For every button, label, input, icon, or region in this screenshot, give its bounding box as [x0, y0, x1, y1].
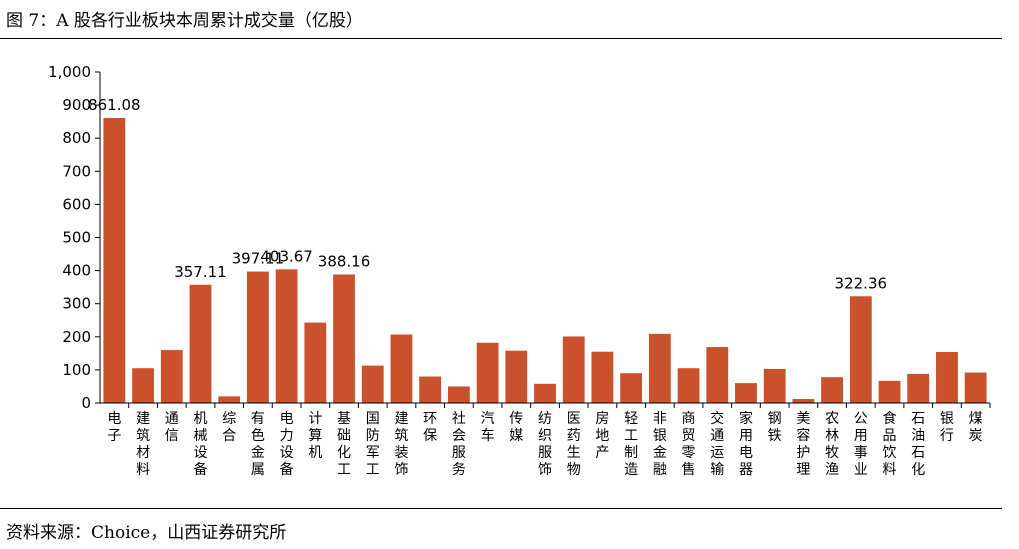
y-axis: 0 100 200 300 400 500 600 700 800 900 1,000 [48, 63, 101, 412]
bar [447, 386, 470, 403]
bar [735, 383, 757, 403]
bar [677, 368, 700, 403]
bar [936, 352, 958, 403]
x-tick-label: 家用电器 [739, 410, 753, 478]
bar [562, 336, 585, 403]
y-tick-label: 700 [62, 162, 91, 180]
x-tick-label: 商贸零售 [682, 411, 696, 478]
x-tick-label: 综合 [222, 411, 236, 444]
figure-source: 资料来源：Choice，山西证券研究所 [6, 523, 287, 543]
y-tick-label: 400 [62, 262, 91, 280]
y-tick-label: 0 [81, 394, 91, 412]
bar [132, 368, 154, 403]
bar [534, 383, 556, 403]
x-tick-label: 医药生物 [567, 411, 581, 478]
bar [218, 396, 241, 403]
bar [706, 347, 729, 403]
x-tick-label: 美容护理 [796, 411, 810, 478]
bar [246, 271, 269, 403]
bar [361, 365, 384, 403]
bar [103, 117, 126, 404]
x-tick-label: 汽车 [481, 411, 495, 444]
bar [505, 350, 528, 403]
x-tick-label: 房地产 [595, 411, 609, 461]
data-label: 403.67 [260, 247, 313, 265]
x-tick-label: 传媒 [509, 411, 523, 444]
bar [849, 296, 872, 403]
figure-title: 图 7：A 股各行业板块本周累计成交量（亿股） [6, 11, 363, 31]
bar [591, 351, 614, 403]
bar [419, 376, 442, 403]
x-tick-label: 非银金融 [653, 411, 667, 478]
data-label: 861.08 [88, 96, 141, 114]
bar [275, 269, 298, 403]
bar [648, 333, 671, 403]
bar [333, 274, 355, 403]
y-tick-label: 900 [62, 96, 91, 114]
x-tick-label: 公用事业 [854, 411, 868, 478]
bar [390, 334, 413, 403]
x-tick-label: 轻工制造 [624, 411, 638, 478]
x-tick-label: 石油石化 [911, 411, 925, 478]
bar [792, 399, 815, 403]
y-tick-label: 800 [62, 129, 91, 147]
x-tick-label: 机械设备 [193, 411, 207, 478]
bar [620, 373, 643, 403]
x-tick-label: 食品饮料 [883, 410, 897, 478]
x-tick-label: 建筑装饰 [394, 411, 408, 478]
x-tick-label: 社会服务 [452, 411, 466, 478]
x-tick-label: 农林牧渔 [825, 411, 839, 478]
bar [763, 368, 786, 403]
data-label: 388.16 [318, 253, 371, 271]
y-tick-label: 200 [62, 328, 91, 346]
x-tick-label: 电力设备 [280, 411, 294, 478]
x-tick-label: 通信 [165, 411, 179, 444]
x-tick-label: 建筑材料 [136, 411, 150, 478]
bars [103, 117, 987, 404]
x-tick-label: 银行 [940, 411, 954, 444]
y-tick-label: 500 [62, 229, 91, 247]
x-tick-label: 纺织服饰 [538, 411, 552, 478]
bar [476, 342, 499, 403]
x-tick-label: 钢铁 [768, 411, 782, 444]
bar [907, 373, 930, 403]
y-tick-label: 600 [62, 195, 91, 213]
bar [189, 284, 212, 403]
y-tick-label: 1,000 [48, 63, 91, 81]
bar [964, 372, 987, 403]
top-rule [0, 38, 1002, 39]
x-tick-label: 国防军工 [366, 411, 380, 478]
data-label: 357.11 [174, 263, 227, 281]
x-tick-label: 有色金属 [251, 411, 265, 478]
y-tick-label: 300 [62, 295, 91, 313]
x-tick-label: 计算机 [308, 411, 322, 461]
x-tick-label: 交通运输 [710, 410, 724, 478]
data-label: 397.11 [232, 250, 285, 268]
x-tick-label: 电子 [107, 411, 121, 444]
x-tick-label: 基础化工 [337, 410, 351, 478]
bottom-rule [0, 508, 1002, 509]
bar [878, 380, 901, 403]
x-tick-label: 煤炭 [969, 411, 983, 444]
bar [160, 350, 183, 403]
bar-chart: 0 100 200 300 400 500 600 700 800 900 1,000 电子 建筑材料… [48, 63, 991, 478]
y-tick-label: 100 [62, 361, 91, 379]
bar [821, 377, 844, 403]
bar [304, 322, 327, 403]
x-tick-label: 环保 [423, 411, 437, 444]
data-label: 322.36 [835, 274, 888, 292]
